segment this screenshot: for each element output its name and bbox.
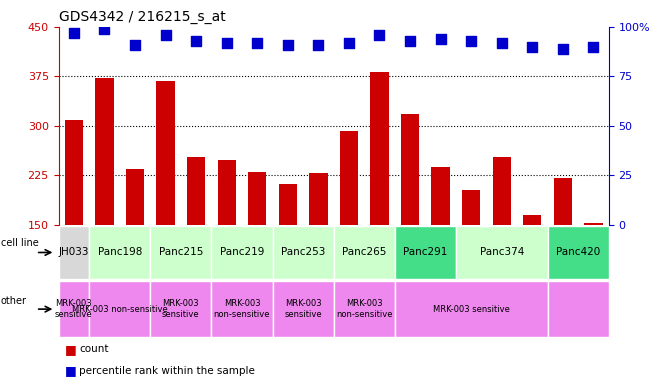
Bar bbox=[212, 226, 273, 279]
Point bbox=[160, 32, 171, 38]
Bar bbox=[493, 157, 511, 225]
Point bbox=[558, 46, 568, 52]
Point bbox=[68, 30, 79, 36]
Bar bbox=[279, 184, 297, 225]
Bar bbox=[89, 281, 150, 337]
Text: ■: ■ bbox=[65, 343, 77, 356]
Bar bbox=[273, 281, 334, 337]
Bar bbox=[309, 173, 327, 225]
Text: MRK-003
non-sensitive: MRK-003 non-sensitive bbox=[336, 300, 393, 319]
Bar bbox=[523, 215, 542, 225]
Text: Panc215: Panc215 bbox=[159, 247, 203, 258]
Text: ■: ■ bbox=[65, 364, 77, 377]
Text: JH033: JH033 bbox=[59, 247, 89, 258]
Text: MRK-003
non-sensitive: MRK-003 non-sensitive bbox=[214, 300, 270, 319]
Point bbox=[497, 40, 507, 46]
Bar bbox=[340, 131, 358, 225]
Bar bbox=[95, 78, 114, 225]
Bar bbox=[456, 226, 547, 279]
Bar bbox=[89, 226, 150, 279]
Bar bbox=[553, 178, 572, 225]
Bar bbox=[156, 81, 174, 225]
Bar bbox=[395, 281, 547, 337]
Text: Panc374: Panc374 bbox=[480, 247, 524, 258]
Point bbox=[589, 43, 599, 50]
Bar bbox=[334, 281, 395, 337]
Bar bbox=[584, 223, 603, 225]
Bar bbox=[547, 226, 609, 279]
Point bbox=[344, 40, 354, 46]
Text: other: other bbox=[1, 296, 27, 306]
Bar bbox=[395, 226, 456, 279]
Bar bbox=[126, 169, 144, 225]
Point bbox=[130, 41, 140, 48]
Text: count: count bbox=[79, 344, 109, 354]
Text: GDS4342 / 216215_s_at: GDS4342 / 216215_s_at bbox=[59, 10, 225, 25]
Bar bbox=[212, 281, 273, 337]
Bar bbox=[401, 114, 419, 225]
Bar bbox=[273, 226, 334, 279]
Text: Panc420: Panc420 bbox=[556, 247, 600, 258]
Point bbox=[527, 43, 538, 50]
Point bbox=[99, 26, 109, 32]
Point bbox=[283, 41, 293, 48]
Text: MRK-003
sensitive: MRK-003 sensitive bbox=[284, 300, 322, 319]
Text: MRK-003
sensitive: MRK-003 sensitive bbox=[162, 300, 200, 319]
Text: Panc253: Panc253 bbox=[281, 247, 326, 258]
Bar bbox=[432, 167, 450, 225]
Bar bbox=[248, 172, 266, 225]
Point bbox=[221, 40, 232, 46]
Text: Panc198: Panc198 bbox=[98, 247, 142, 258]
Bar bbox=[217, 160, 236, 225]
Point bbox=[252, 40, 262, 46]
Point bbox=[313, 41, 324, 48]
Text: MRK-003 sensitive: MRK-003 sensitive bbox=[433, 305, 510, 314]
Bar bbox=[370, 72, 389, 225]
Point bbox=[466, 38, 477, 44]
Bar bbox=[59, 281, 89, 337]
Point bbox=[436, 36, 446, 42]
Text: percentile rank within the sample: percentile rank within the sample bbox=[79, 366, 255, 376]
Point bbox=[191, 38, 201, 44]
Bar bbox=[150, 281, 212, 337]
Text: MRK-003
sensitive: MRK-003 sensitive bbox=[55, 300, 92, 319]
Point bbox=[374, 32, 385, 38]
Bar bbox=[547, 281, 609, 337]
Bar bbox=[334, 226, 395, 279]
Bar bbox=[462, 190, 480, 225]
Text: Panc265: Panc265 bbox=[342, 247, 387, 258]
Bar bbox=[59, 226, 89, 279]
Point bbox=[405, 38, 415, 44]
Text: Panc219: Panc219 bbox=[220, 247, 264, 258]
Bar bbox=[187, 157, 205, 225]
Bar bbox=[150, 226, 212, 279]
Text: cell line: cell line bbox=[1, 238, 38, 248]
Text: MRK-003 non-sensitive: MRK-003 non-sensitive bbox=[72, 305, 167, 314]
Bar bbox=[64, 121, 83, 225]
Text: Panc291: Panc291 bbox=[403, 247, 447, 258]
